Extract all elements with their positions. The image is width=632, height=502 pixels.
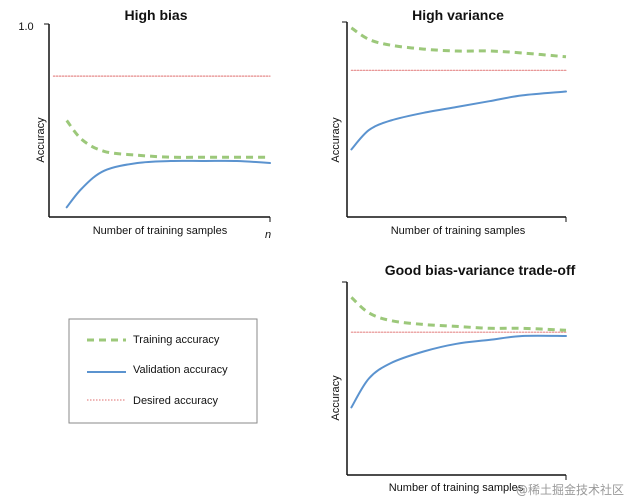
x-axis-label-good-tradeoff: Number of training samples xyxy=(389,482,524,494)
chart-title-high-variance: High variance xyxy=(412,7,504,23)
panel-good-tradeoff: Good bias-variance trade-off Accuracy Nu… xyxy=(330,262,576,494)
training-accuracy-line-good-tradeoff xyxy=(350,296,567,332)
x-tick-label-n: n xyxy=(265,229,271,241)
panel-high-bias: High bias 1.0 Accuracy Number of trainin… xyxy=(18,7,271,241)
y-tick-label-1-0: 1.0 xyxy=(18,21,33,33)
training-accuracy-line-high-bias xyxy=(65,119,270,159)
plot-area-high-bias xyxy=(44,23,271,222)
x-axis-label-high-variance: Number of training samples xyxy=(391,225,526,237)
legend-label-desired: Desired accuracy xyxy=(133,395,218,407)
watermark-text: @稀土掘金技术社区 xyxy=(516,482,624,497)
legend-label-validation: Validation accuracy xyxy=(133,364,228,376)
y-axis-label-high-bias: Accuracy xyxy=(35,117,47,163)
x-axis-label-high-bias: Number of training samples xyxy=(93,225,228,237)
validation-accuracy-line-good-tradeoff xyxy=(350,334,567,409)
training-accuracy-line-high-variance xyxy=(350,26,567,59)
chart-title-good-tradeoff: Good bias-variance trade-off xyxy=(385,262,576,278)
panel-high-variance: High variance Accuracy Number of trainin… xyxy=(330,7,567,237)
chart-title-high-bias: High bias xyxy=(124,7,187,23)
validation-accuracy-line-high-variance xyxy=(350,90,567,151)
legend-label-training: Training accuracy xyxy=(133,334,220,346)
y-axis-label-high-variance: Accuracy xyxy=(330,117,342,163)
plot-area-high-variance xyxy=(342,21,567,222)
plot-area-good-tradeoff xyxy=(342,281,567,480)
validation-accuracy-line-high-bias xyxy=(65,159,271,209)
y-axis-label-good-tradeoff: Accuracy xyxy=(330,375,342,421)
legend: Training accuracy Validation accuracy De… xyxy=(68,318,258,424)
